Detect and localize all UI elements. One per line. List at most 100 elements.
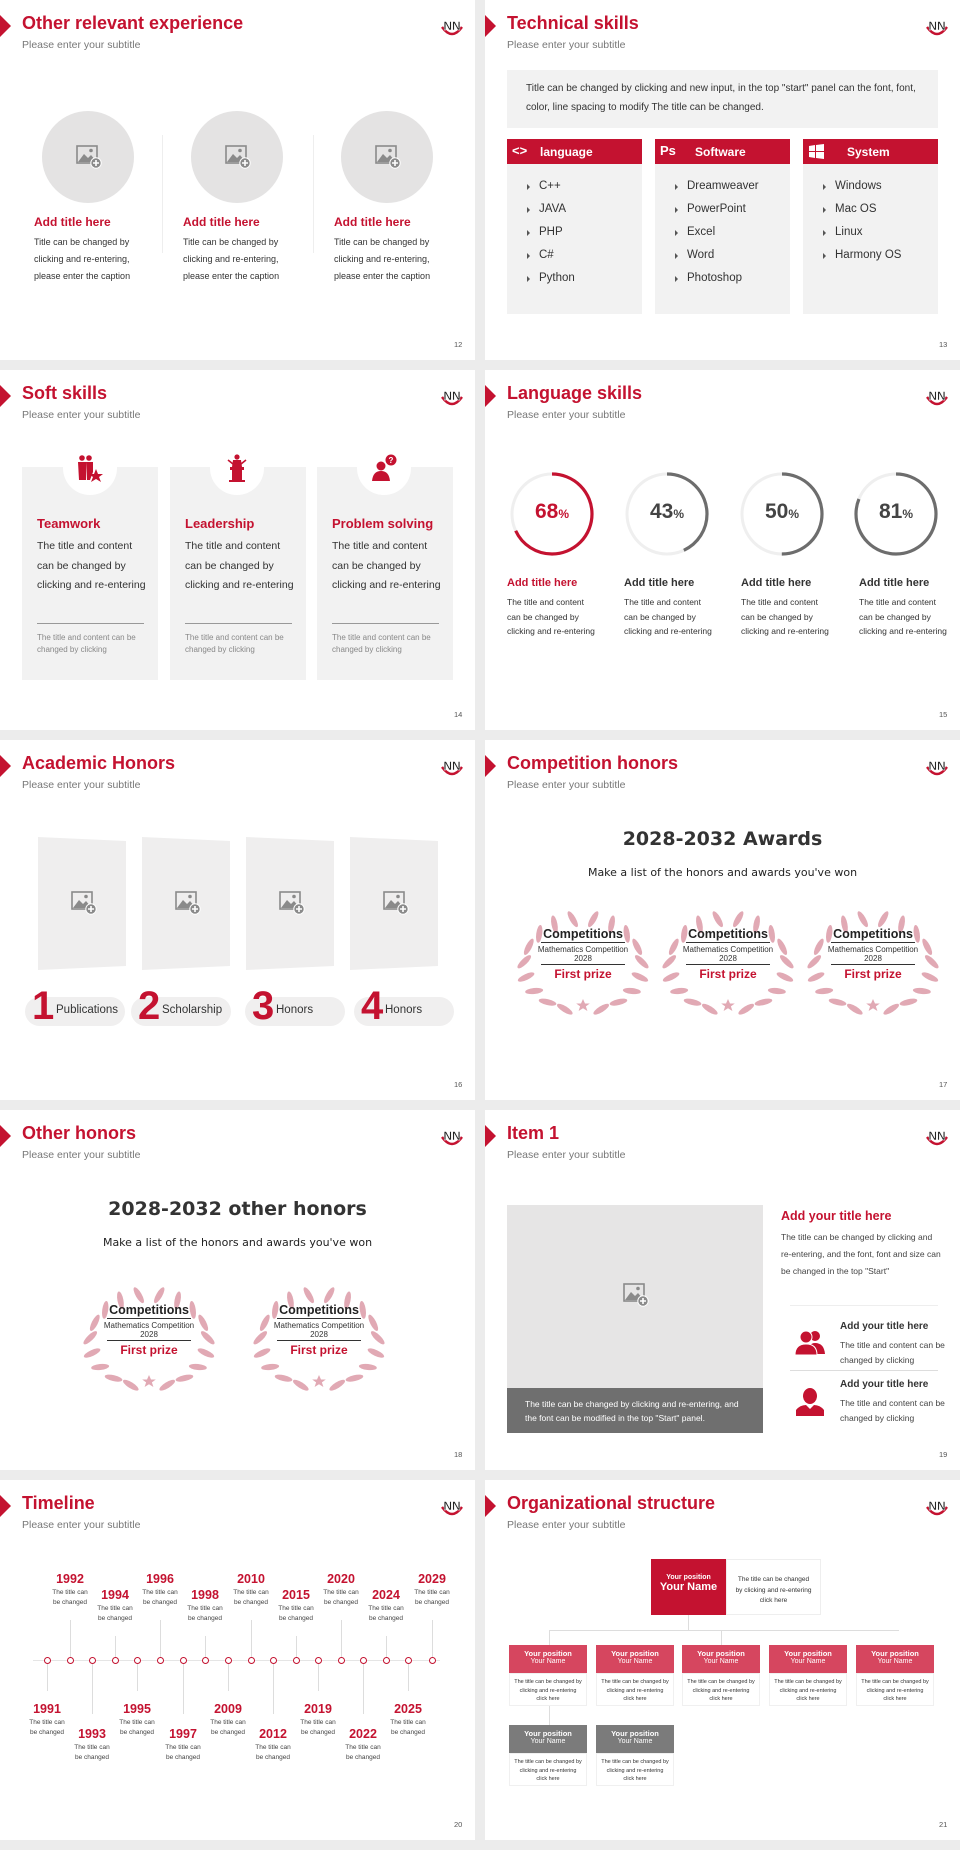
slide-subtitle: Please enter your subtitle xyxy=(22,779,141,791)
laurel-leaf xyxy=(733,911,744,928)
laurel-leaf xyxy=(815,987,834,995)
logo: NN xyxy=(923,17,951,39)
divider xyxy=(790,1370,938,1371)
org-node-body: The title can be changed by clicking and… xyxy=(682,1673,760,1706)
event-year: 1994 xyxy=(101,1588,129,1602)
event-year: 1993 xyxy=(78,1727,106,1741)
laurel-leaf xyxy=(523,938,534,955)
percent-unit: % xyxy=(673,507,685,521)
event-year: 1997 xyxy=(169,1727,197,1741)
laurel-leaf xyxy=(841,915,848,934)
laurel-leaf xyxy=(609,998,628,1006)
laurel-leaf xyxy=(551,915,558,934)
image-placeholder[interactable] xyxy=(42,111,134,203)
image-placeholder-icon[interactable] xyxy=(71,891,97,915)
title-marker-icon xyxy=(0,15,11,37)
award-badge: Competitions Mathematics Competition 2028 F… xyxy=(673,927,783,1007)
page-number: 19 xyxy=(939,1450,948,1459)
event-text: The title can be changed xyxy=(74,1744,110,1761)
image-placeholder-icon[interactable] xyxy=(175,891,201,915)
badge-line1: Mathematics Competition xyxy=(682,945,774,954)
laurel-leaf xyxy=(557,1003,573,1015)
bullet-icon xyxy=(527,253,530,259)
laurel-leaf xyxy=(702,1003,718,1015)
image-placeholder-icon[interactable] xyxy=(375,145,401,169)
skill-item: PHP xyxy=(539,226,563,238)
laurel-leaf xyxy=(631,972,649,982)
skill-column xyxy=(655,139,790,314)
card-divider xyxy=(332,623,439,624)
column-label: Software xyxy=(695,145,746,159)
card-title: Leadership xyxy=(185,516,255,531)
laurel-leaf xyxy=(623,924,630,943)
laurel-leaf xyxy=(117,1291,124,1310)
event-text: The title can be changed xyxy=(187,1605,223,1622)
image-placeholder[interactable] xyxy=(191,111,283,203)
title-marker-icon xyxy=(0,1125,11,1147)
node-position: Your position xyxy=(666,1574,711,1581)
connector-line xyxy=(92,1661,93,1714)
group-users-icon xyxy=(794,1329,826,1360)
slide-title: Other relevant experience xyxy=(22,13,244,33)
laurel-leaf xyxy=(681,924,688,943)
laurel-leaf xyxy=(776,972,794,982)
skill-item: Excel xyxy=(687,226,716,238)
laurels xyxy=(0,1110,475,1470)
item-caption: Title can be changed by clicking and re-… xyxy=(183,237,280,281)
image-placeholder-icon[interactable] xyxy=(279,891,305,915)
page-number: 13 xyxy=(939,340,948,349)
laurel-leaf xyxy=(632,938,643,955)
event-year: 1991 xyxy=(33,1702,61,1716)
node-note: The title can be changed by clicking and… xyxy=(774,1679,842,1702)
badge-title: Competitions xyxy=(833,927,913,941)
bullet-icon xyxy=(675,276,678,282)
org-node-header: Your position Your Name xyxy=(682,1645,760,1673)
awards-tagline: Make a list of the honors and awards you… xyxy=(587,866,858,879)
laurel-leaf xyxy=(922,938,933,955)
image-placeholder-icon[interactable] xyxy=(623,1283,649,1307)
card-title: Problem solving xyxy=(332,516,434,531)
image-placeholder-icon[interactable] xyxy=(225,145,251,169)
image-placeholder-icon[interactable] xyxy=(383,891,409,915)
windows-icon xyxy=(809,144,824,164)
label-pill xyxy=(131,997,231,1026)
skill-item: C++ xyxy=(539,180,561,192)
intro-panel xyxy=(507,70,938,128)
card-divider xyxy=(185,623,292,624)
slide-subtitle: Please enter your subtitle xyxy=(507,39,626,51)
laurel-leaf xyxy=(104,1374,123,1382)
badge-divider xyxy=(686,942,770,943)
logo: NN xyxy=(438,387,466,409)
node-position: Your position xyxy=(611,1729,659,1738)
slide-title: Technical skills xyxy=(507,13,639,33)
connector-line xyxy=(408,1661,409,1691)
event-text: The title can be changed xyxy=(165,1744,201,1761)
timeline-node xyxy=(88,1656,96,1664)
main-body: The title can be changed by clicking and… xyxy=(781,1232,941,1276)
connector-line xyxy=(115,1636,116,1660)
laurel-leaf xyxy=(154,1287,165,1304)
title-marker-icon xyxy=(485,385,496,407)
node-name: Your Name xyxy=(530,1658,566,1665)
laurel-leaf xyxy=(662,972,680,982)
node-position: Your position xyxy=(611,1649,659,1658)
laurel-leaf xyxy=(662,955,677,969)
event-year: 1992 xyxy=(56,1572,84,1586)
event-text: The title can be changed xyxy=(29,1719,65,1736)
skill-column xyxy=(507,139,642,314)
badge-prize: First prize xyxy=(290,1343,348,1357)
connector-line xyxy=(251,1620,252,1660)
laurel-leaf xyxy=(767,987,786,995)
laurel-leaf xyxy=(259,1314,270,1331)
image-placeholder-icon[interactable] xyxy=(76,145,102,169)
laurel-leaf xyxy=(754,998,773,1006)
leadership-podium-icon xyxy=(223,454,251,487)
entry-body: The title and content can be changed by … xyxy=(840,1340,945,1365)
item-body: The title and content can be changed by … xyxy=(741,597,829,636)
connector-line xyxy=(549,1630,550,1645)
laurel-leaf xyxy=(847,1003,863,1015)
image-placeholder[interactable] xyxy=(341,111,433,203)
badge-prize: First prize xyxy=(554,967,612,981)
connector-line xyxy=(386,1636,387,1660)
laurel-leaf xyxy=(83,1331,98,1345)
